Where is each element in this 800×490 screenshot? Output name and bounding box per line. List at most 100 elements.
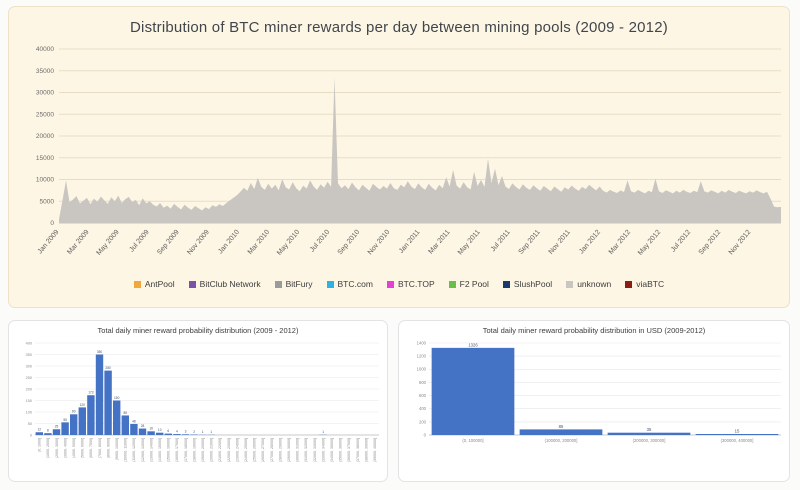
usd-histogram-chart: 0 200 400 600 800 1000 1200 1400 1326 (0, 100000]… bbox=[417, 340, 781, 443]
bar bbox=[695, 434, 779, 435]
x-tick-label: (15000, 16000] bbox=[167, 438, 171, 462]
y-tick-label: 1200 bbox=[417, 354, 427, 359]
bar-value-label: 90 bbox=[72, 410, 76, 414]
bar bbox=[78, 407, 86, 435]
bar-value-label: 8 bbox=[47, 429, 49, 433]
legend-swatch-icon bbox=[386, 280, 394, 288]
x-tick-label: (8000, 9000] bbox=[106, 438, 110, 458]
rewards-area-chart: 0 5000 10000 15000 20000 25000 30000 35000 40000… bbox=[36, 46, 781, 257]
x-tick-label: (18000, 19000] bbox=[192, 438, 196, 462]
x-tick-label: (31000, 32000] bbox=[304, 438, 308, 462]
x-tick-label: Nov 2012 bbox=[728, 229, 753, 257]
bar bbox=[44, 433, 52, 435]
y-tick-label: 30000 bbox=[36, 90, 54, 97]
bar-value-label: 28 bbox=[141, 424, 145, 428]
x-tick-label: Nov 2009 bbox=[186, 229, 211, 257]
x-tick-label: (3000, 4000] bbox=[63, 438, 67, 458]
x-tick-label: (25000, 26000] bbox=[253, 438, 257, 462]
legend-item-bitfury: BitFury bbox=[274, 279, 313, 289]
legend-item-antpool: AntPool bbox=[133, 279, 175, 289]
x-tick-label: (1000, 2000] bbox=[46, 438, 50, 458]
bar-value-label: 10 bbox=[158, 428, 162, 432]
bar-value-label: 280 bbox=[105, 366, 111, 370]
bar-value-label: 25 bbox=[55, 425, 59, 429]
legend-label: BTC.TOP bbox=[397, 279, 435, 289]
bar bbox=[607, 432, 691, 435]
x-tick-label: May 2011 bbox=[457, 229, 482, 257]
legend-label: BitFury bbox=[285, 279, 313, 289]
x-tick-label: (33000, 34000] bbox=[321, 438, 325, 462]
usd-histogram-title: Total daily miner reward probability dis… bbox=[482, 326, 706, 335]
x-tick-label: Jan 2012 bbox=[578, 229, 602, 256]
bar-value-label: 16 bbox=[149, 427, 153, 431]
y-tick-label: 400 bbox=[419, 406, 427, 411]
x-tick-label: (22000, 23000] bbox=[227, 438, 231, 462]
bar-value-label: 85 bbox=[559, 424, 564, 429]
bar bbox=[130, 423, 138, 435]
x-tick-label: (28000, 29000] bbox=[278, 438, 282, 462]
y-tick-label: 1000 bbox=[417, 367, 427, 372]
x-tick-label: (0, 100000] bbox=[462, 438, 483, 443]
y-tick-label: 200 bbox=[26, 387, 32, 391]
x-tick-label: Mar 2009 bbox=[66, 229, 90, 256]
legend-swatch-icon bbox=[625, 280, 633, 288]
x-tick-label: (19000, 20000] bbox=[201, 438, 205, 462]
x-tick-label: (24000, 25000] bbox=[244, 438, 248, 462]
bar bbox=[95, 354, 104, 435]
bar bbox=[87, 395, 95, 435]
x-tick-label: Jul 2011 bbox=[490, 229, 512, 253]
legend-label: F2 Pool bbox=[459, 279, 489, 289]
x-tick-label: (200000, 300000] bbox=[633, 438, 666, 443]
x-tick-label: Sep 2011 bbox=[518, 229, 542, 256]
y-tick-label: 600 bbox=[419, 393, 427, 398]
x-tick-label: (21000, 22000] bbox=[218, 438, 222, 462]
chart-legend: AntPool BitClub Network BitFury BTC.com BTC.… bbox=[9, 279, 789, 289]
x-tick-label: (30000, 31000] bbox=[296, 438, 300, 462]
y-tick-label: 10000 bbox=[36, 177, 54, 184]
x-tick-label: (29000, 30000] bbox=[287, 438, 291, 462]
bar-value-label: 173 bbox=[88, 391, 94, 395]
x-tick-label: Mar 2012 bbox=[608, 229, 632, 256]
x-tick-label: Mar 2010 bbox=[247, 229, 271, 256]
y-tick-label: 250 bbox=[26, 376, 32, 380]
x-tick-label: (12000, 13000] bbox=[141, 438, 145, 462]
bar bbox=[52, 429, 61, 435]
x-tick-label: (100000, 200000] bbox=[545, 438, 578, 443]
x-tick-label: Sep 2010 bbox=[337, 229, 362, 257]
x-tick-label: (6000, 7000] bbox=[89, 438, 93, 458]
bar bbox=[156, 432, 164, 435]
x-tick-label: (9000, 10000] bbox=[115, 438, 119, 460]
x-tick-label: (16000, 17000] bbox=[175, 438, 179, 462]
legend-swatch-icon bbox=[133, 280, 141, 288]
x-tick-label: (20000, 21000] bbox=[210, 438, 214, 462]
bar-value-label: 1 bbox=[202, 430, 204, 434]
legend-label: BTC.com bbox=[337, 279, 373, 289]
x-tick-label: May 2012 bbox=[637, 229, 662, 257]
bar-value-label: 12 bbox=[38, 428, 42, 432]
bar bbox=[173, 434, 181, 435]
bar bbox=[164, 433, 172, 435]
bar-value-label: 120 bbox=[80, 403, 86, 407]
legend-item-slushpool: SlushPool bbox=[502, 279, 552, 289]
area-series-unknown bbox=[59, 77, 781, 223]
bar-value-label: 1 bbox=[322, 430, 324, 434]
x-tick-label: Nov 2011 bbox=[548, 229, 572, 256]
legend-item-btc-com: BTC.com bbox=[326, 279, 373, 289]
legend-item-f2-pool: F2 Pool bbox=[448, 279, 489, 289]
x-tick-label: (37000, 38000] bbox=[356, 438, 360, 462]
x-tick-label: Jul 2009 bbox=[128, 229, 150, 254]
legend-item-btc-top: BTC.TOP bbox=[386, 279, 435, 289]
x-tick-label: (35000, 36000] bbox=[339, 438, 343, 462]
bar bbox=[181, 434, 190, 435]
legend-label: unknown bbox=[577, 279, 612, 289]
legend-item-unknown: unknown bbox=[566, 279, 611, 289]
x-tick-label: (2000, 3000] bbox=[55, 438, 59, 458]
bar-value-label: 3 bbox=[185, 430, 187, 434]
bar bbox=[61, 422, 69, 435]
y-tick-label: 40000 bbox=[36, 46, 54, 53]
legend-swatch-icon bbox=[188, 280, 196, 288]
y-tick-label: 300 bbox=[26, 364, 32, 368]
bar bbox=[431, 347, 515, 435]
